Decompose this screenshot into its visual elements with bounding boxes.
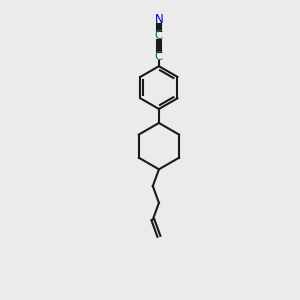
Text: N: N — [154, 13, 163, 26]
Text: C: C — [155, 29, 163, 42]
Text: C: C — [155, 50, 163, 63]
